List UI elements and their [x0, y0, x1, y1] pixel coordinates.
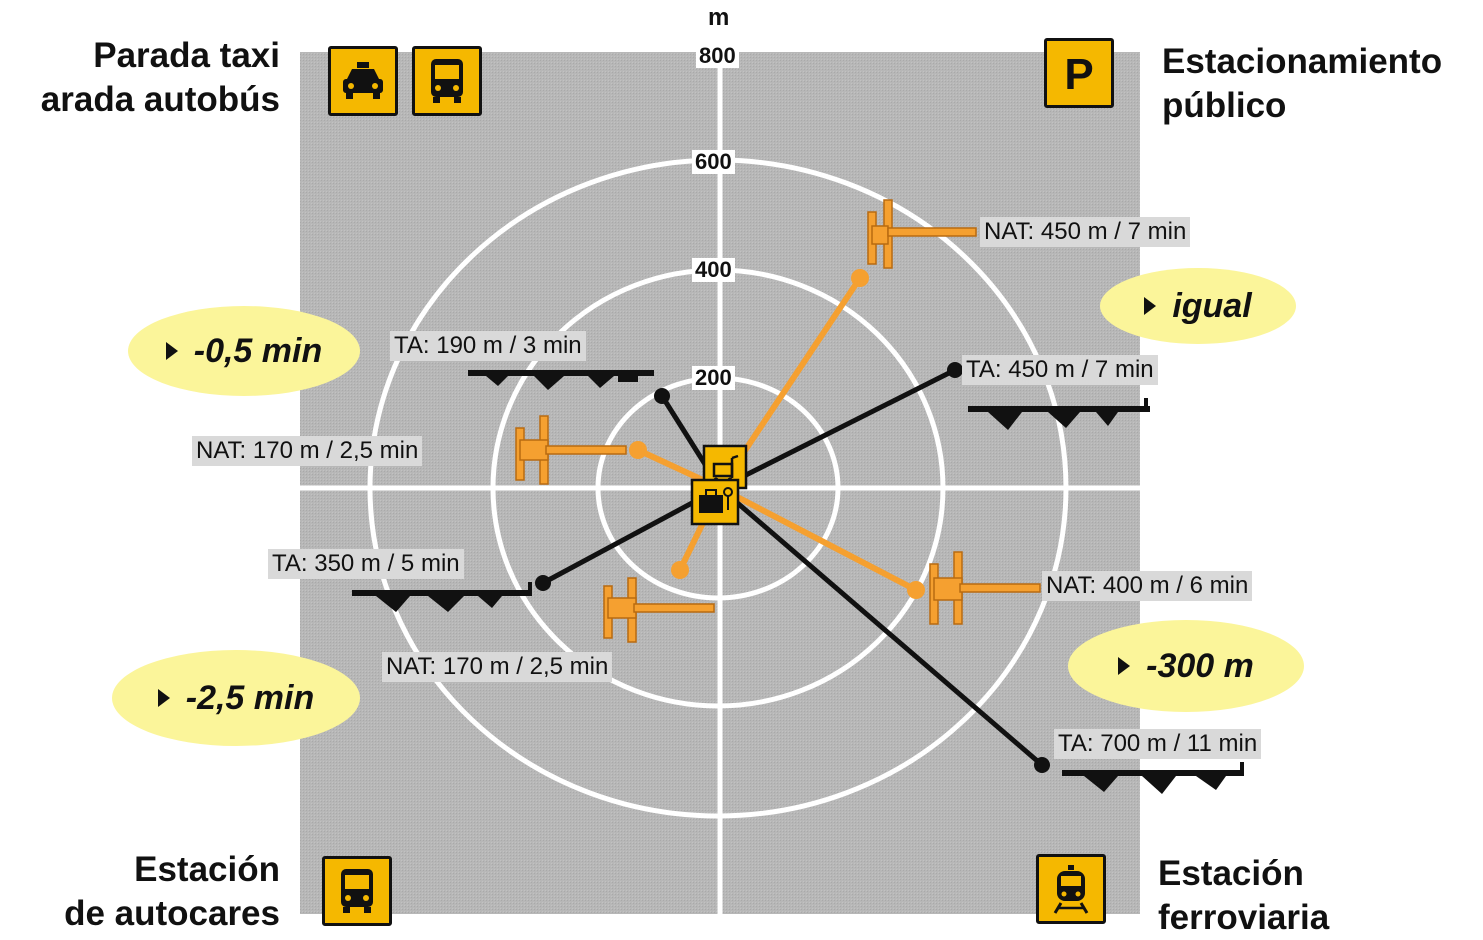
play-arrow-icon — [157, 689, 170, 707]
route-label-ta-lower-right: TA: 700 m / 11 min — [1054, 729, 1262, 759]
corner-line: público — [1162, 86, 1287, 125]
ta-route-upper-right — [717, 367, 958, 491]
corner-label-bottom-left: Estación de autocares — [0, 848, 280, 936]
route-label-ta-upper-left: TA: 190 m / 3 min — [390, 331, 586, 361]
nat-endpoint-left — [629, 441, 647, 459]
nat-endpoint-lower-right — [907, 581, 925, 599]
nat-gate-symbol-upper-right — [867, 199, 977, 269]
route-label-nat-left: NAT: 170 m / 2,5 min — [192, 436, 423, 466]
corner-line: Estacionamiento — [1162, 42, 1443, 81]
parking-icon: P — [1044, 38, 1114, 108]
ta-endpoint-upper-left — [654, 388, 670, 404]
nat-endpoint-lower-left — [671, 561, 689, 579]
route-label-nat-lower-right: NAT: 400 m / 6 min — [1042, 571, 1253, 601]
ta-walkway-symbol-lower-right — [1062, 762, 1244, 794]
corner-label-bottom-right: Estación ferroviaria — [1158, 852, 1329, 940]
bubble-lower-left: -2,5 min — [112, 650, 360, 746]
ta-walkway-symbol-lower-left — [352, 582, 532, 612]
nat-gate-symbol-lower-left — [603, 577, 715, 643]
ring-label-600: 600 — [692, 150, 735, 174]
corner-line: arada autobús — [40, 80, 280, 119]
ta-route-lower-right — [717, 485, 1045, 768]
play-arrow-icon — [1118, 657, 1131, 675]
route-label-nat-lower-left: NAT: 170 m / 2,5 min — [382, 652, 613, 682]
ring-label-200: 200 — [692, 366, 735, 390]
bubble-upper-right: igual — [1100, 268, 1296, 344]
ta-endpoint-lower-right — [1034, 757, 1050, 773]
axis-unit-label: m — [708, 4, 730, 31]
ring-label-800: 800 — [696, 44, 739, 68]
ring-label-400: 400 — [692, 258, 735, 282]
corner-line: ferroviaria — [1158, 898, 1330, 937]
route-label-nat-upper-right: NAT: 450 m / 7 min — [980, 217, 1191, 247]
corner-line: Estación — [1158, 854, 1304, 893]
nat-endpoint-upper-right — [851, 269, 869, 287]
route-label-ta-lower-left: TA: 350 m / 5 min — [268, 549, 464, 579]
ta-walkway-symbol-upper-left — [468, 370, 654, 390]
bubble-text: igual — [1172, 286, 1252, 325]
bubble-upper-left: -0,5 min — [128, 306, 360, 396]
corner-line: de autocares — [64, 894, 280, 933]
svg-text:P: P — [1064, 50, 1093, 99]
play-arrow-icon — [165, 342, 178, 360]
ta-endpoint-lower-left — [535, 575, 551, 591]
bus-icon — [412, 46, 482, 116]
corner-line: Estación — [134, 850, 280, 889]
bubble-text: -300 m — [1146, 646, 1254, 685]
ta-route-lower-left — [540, 485, 723, 586]
corner-label-top-left: Parada taxi arada autobús — [0, 34, 280, 122]
bubble-text: -0,5 min — [193, 331, 323, 370]
taxi-icon — [328, 46, 398, 116]
bubble-text: -2,5 min — [185, 678, 315, 717]
train-icon — [1036, 854, 1106, 924]
route-label-ta-upper-right: TA: 450 m / 7 min — [962, 355, 1158, 385]
ta-routes — [540, 367, 1045, 768]
nat-gate-symbol-left — [515, 415, 627, 485]
play-arrow-icon — [1144, 297, 1157, 315]
ta-endpoint-upper-right — [947, 362, 963, 378]
corner-label-top-right: Estacionamiento público — [1162, 40, 1442, 128]
nat-route-lower-right — [717, 485, 919, 593]
bubble-lower-right: -300 m — [1068, 620, 1304, 712]
luggage-icon — [690, 478, 740, 526]
corner-line: Parada taxi — [93, 36, 280, 75]
nat-gate-symbol-lower-right — [929, 551, 1041, 625]
coach-icon — [322, 856, 392, 926]
ta-walkway-symbol-upper-right — [968, 398, 1150, 430]
